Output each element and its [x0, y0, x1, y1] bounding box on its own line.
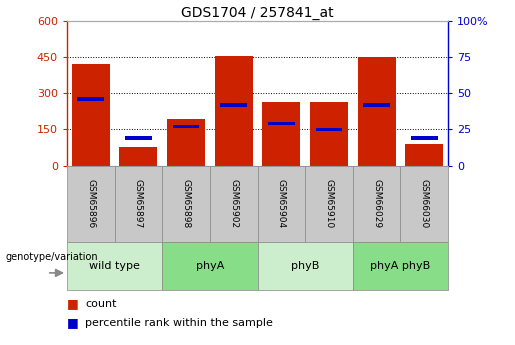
Bar — [258, 166, 305, 242]
Bar — [353, 166, 401, 242]
Text: GSM65910: GSM65910 — [324, 179, 333, 228]
Text: phyB: phyB — [291, 261, 319, 270]
Bar — [401, 166, 448, 242]
Bar — [258, 241, 353, 290]
Text: GSM65902: GSM65902 — [229, 179, 238, 228]
Text: wild type: wild type — [89, 261, 140, 270]
Bar — [67, 241, 162, 290]
Text: ■: ■ — [67, 316, 79, 329]
Text: GSM65897: GSM65897 — [134, 179, 143, 228]
Bar — [310, 102, 348, 166]
Text: GSM65898: GSM65898 — [182, 179, 191, 228]
Bar — [72, 64, 110, 166]
Bar — [268, 122, 295, 125]
Bar — [353, 241, 448, 290]
Text: phyA phyB: phyA phyB — [370, 261, 431, 270]
Text: GSM66030: GSM66030 — [420, 179, 428, 228]
Bar — [114, 166, 162, 242]
Bar — [67, 166, 115, 242]
Bar — [125, 136, 152, 140]
Text: genotype/variation: genotype/variation — [5, 252, 98, 262]
Bar — [77, 97, 104, 101]
Bar — [262, 102, 300, 166]
Bar — [411, 136, 438, 140]
Bar — [316, 128, 342, 131]
Text: GSM66029: GSM66029 — [372, 179, 381, 228]
Text: GSM65904: GSM65904 — [277, 179, 286, 228]
Bar — [220, 103, 247, 107]
Bar — [357, 57, 396, 166]
Title: GDS1704 / 257841_at: GDS1704 / 257841_at — [181, 6, 334, 20]
Bar — [162, 241, 258, 290]
Bar — [305, 166, 353, 242]
Bar — [173, 125, 199, 128]
Text: percentile rank within the sample: percentile rank within the sample — [85, 318, 273, 327]
Bar — [119, 148, 158, 166]
Text: phyA: phyA — [196, 261, 224, 270]
Bar — [167, 119, 205, 166]
Text: GSM65896: GSM65896 — [87, 179, 95, 228]
Text: count: count — [85, 299, 116, 308]
Bar — [405, 144, 443, 166]
Bar — [210, 166, 258, 242]
Text: ■: ■ — [67, 297, 79, 310]
Bar — [363, 103, 390, 107]
Bar — [215, 56, 253, 166]
Bar — [162, 166, 210, 242]
